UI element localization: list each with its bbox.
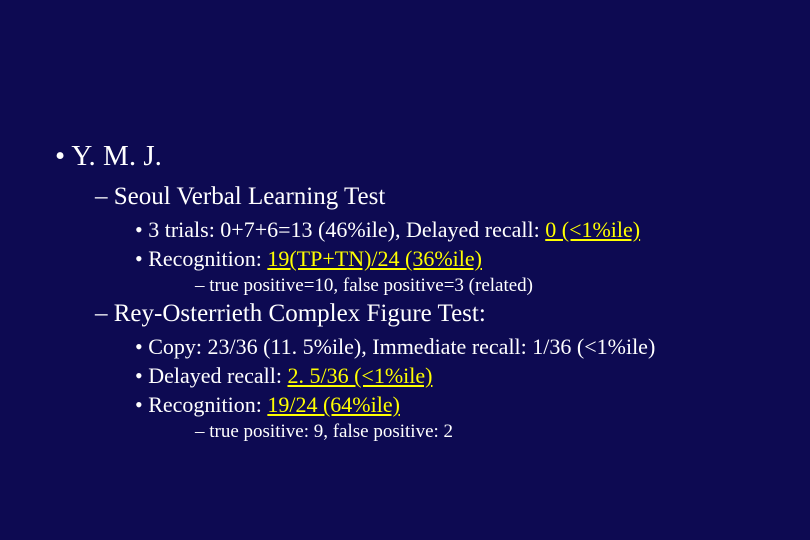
patient-initials-text: Y. M. J.: [71, 140, 162, 172]
svlt-trials: 3 trials: 0+7+6=13 (46%ile), Delayed rec…: [135, 217, 780, 243]
svlt-trials-highlight: 0 (<1%ile): [545, 217, 640, 242]
svlt-recog-prefix: Recognition:: [148, 246, 267, 271]
rocf-recog-highlight: 19/24 (64%ile): [267, 392, 400, 417]
patient-initials: Y. M. J.: [55, 140, 780, 173]
rocf-delayed-recall: Delayed recall: 2. 5/36 (<1%ile): [135, 363, 780, 389]
svlt-tp-fp: true positive=10, false positive=3 (rela…: [195, 275, 780, 297]
rocf-dr-prefix: Delayed recall:: [148, 363, 287, 388]
rocf-copy: Copy: 23/36 (11. 5%ile), Immediate recal…: [135, 334, 780, 360]
slide-body: Y. M. J. Seoul Verbal Learning Test 3 tr…: [0, 0, 810, 443]
svlt-recog-highlight: 19(TP+TN)/24 (36%ile): [267, 246, 482, 271]
svlt-title: Seoul Verbal Learning Test: [95, 183, 780, 211]
rocf-title-text: Rey-Osterrieth Complex Figure Test:: [114, 300, 486, 327]
rocf-dr-highlight: 2. 5/36 (<1%ile): [287, 363, 432, 388]
svlt-title-text: Seoul Verbal Learning Test: [114, 183, 386, 210]
rocf-title: Rey-Osterrieth Complex Figure Test:: [95, 300, 780, 328]
svlt-recognition: Recognition: 19(TP+TN)/24 (36%ile): [135, 246, 780, 272]
rocf-recognition: Recognition: 19/24 (64%ile): [135, 392, 780, 418]
rocf-recog-prefix: Recognition:: [148, 392, 267, 417]
svlt-tp-fp-text: true positive=10, false positive=3 (rela…: [209, 275, 533, 296]
rocf-copy-text: Copy: 23/36 (11. 5%ile), Immediate recal…: [148, 334, 655, 359]
svlt-trials-prefix: 3 trials: 0+7+6=13 (46%ile), Delayed rec…: [148, 217, 545, 242]
rocf-tp-fp-text: true positive: 9, false positive: 2: [209, 421, 453, 442]
rocf-tp-fp: true positive: 9, false positive: 2: [195, 421, 780, 443]
